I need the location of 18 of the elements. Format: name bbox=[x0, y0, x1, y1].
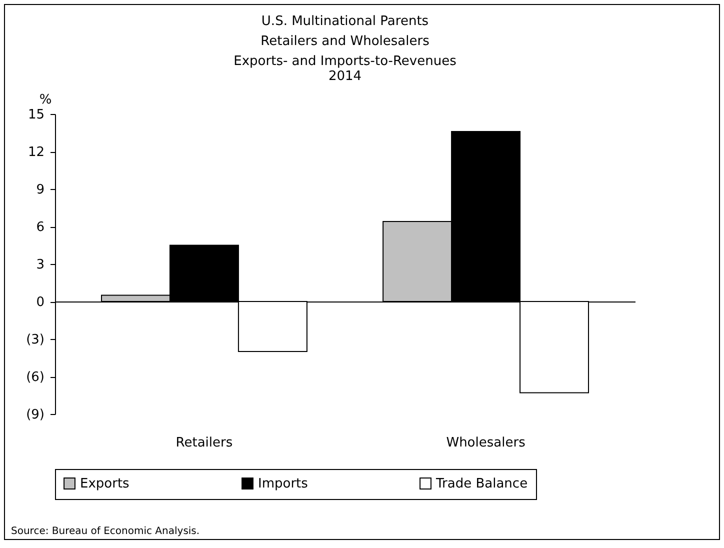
x-tick-label: Wholesalers bbox=[446, 436, 526, 450]
y-tick-label: (9) bbox=[26, 408, 44, 422]
y-tick-label: (6) bbox=[26, 370, 44, 385]
source-note: Source: Bureau of Economic Analysis. bbox=[11, 526, 200, 537]
y-tick-label: 12 bbox=[28, 145, 44, 160]
x-tick-label: Retailers bbox=[176, 436, 233, 450]
y-tick-label: 0 bbox=[36, 295, 44, 310]
legend-label: Trade Balance bbox=[435, 476, 528, 492]
y-tick-label: 6 bbox=[36, 220, 44, 235]
y-tick-label: (3) bbox=[26, 332, 44, 348]
y-tick-label: 3 bbox=[36, 258, 44, 272]
legend-label: Exports bbox=[80, 476, 130, 492]
y-tick-label: 15 bbox=[28, 108, 44, 122]
y-tick-label: 9 bbox=[36, 182, 44, 198]
chart-subtitle: 2014 bbox=[328, 69, 362, 84]
chart-title: U.S. Multinational Parents Retailers and Wholesalers Exports- and Imports-to-Revenues bbox=[234, 14, 457, 69]
y-axis-title: % bbox=[39, 92, 52, 108]
legend-label: Imports bbox=[258, 476, 308, 492]
